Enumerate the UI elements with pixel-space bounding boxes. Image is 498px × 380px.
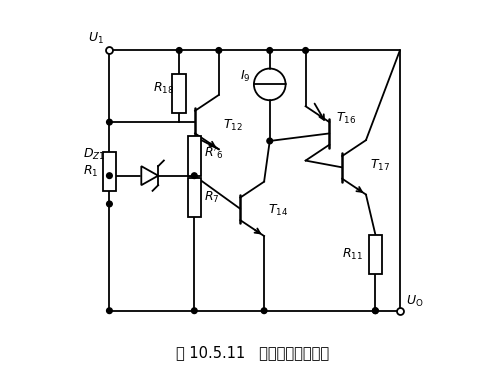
- Text: 图 10.5.11   芯片过热保护电路: 图 10.5.11 芯片过热保护电路: [176, 345, 329, 360]
- Circle shape: [261, 308, 267, 314]
- Text: $R_{18}$: $R_{18}$: [153, 81, 175, 96]
- Text: $R'_6$: $R'_6$: [204, 144, 223, 161]
- Text: $T_{16}$: $T_{16}$: [336, 111, 356, 126]
- Circle shape: [267, 138, 272, 144]
- Text: $T_{17}$: $T_{17}$: [370, 158, 390, 173]
- Text: $U_{\rm O}$: $U_{\rm O}$: [405, 294, 423, 309]
- Text: $R_{11}$: $R_{11}$: [342, 247, 364, 262]
- Circle shape: [216, 48, 222, 53]
- Circle shape: [107, 308, 112, 314]
- Circle shape: [176, 48, 182, 53]
- Circle shape: [191, 308, 197, 314]
- Text: $R_1$: $R_1$: [83, 163, 98, 179]
- Bar: [172, 74, 186, 113]
- Circle shape: [107, 173, 112, 179]
- Bar: [188, 136, 201, 176]
- Circle shape: [373, 308, 378, 314]
- Bar: [369, 234, 382, 274]
- Circle shape: [267, 48, 272, 53]
- Bar: [188, 178, 201, 217]
- Text: $D_{Z1}$: $D_{Z1}$: [83, 147, 105, 163]
- Text: $T_{14}$: $T_{14}$: [268, 203, 288, 218]
- Circle shape: [107, 201, 112, 207]
- Text: $I_9$: $I_9$: [240, 69, 250, 84]
- Circle shape: [191, 173, 197, 179]
- Text: $U_1$: $U_1$: [88, 31, 104, 46]
- Text: $R_7$: $R_7$: [204, 190, 219, 205]
- Circle shape: [107, 119, 112, 125]
- Circle shape: [303, 48, 308, 53]
- Text: $T_{12}$: $T_{12}$: [223, 118, 243, 133]
- Circle shape: [373, 308, 378, 314]
- Bar: [103, 152, 116, 191]
